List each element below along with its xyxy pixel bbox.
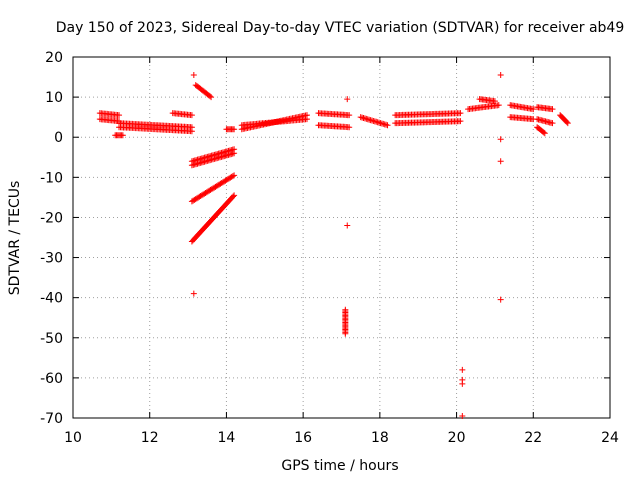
y-axis: 20 10 0 -10 -20 -30 -40 -50 -60 -70 xyxy=(40,50,610,427)
data-point xyxy=(208,94,215,101)
x-tick-label: 12 xyxy=(141,430,159,446)
x-axis: 10 12 14 16 18 20 22 24 xyxy=(64,57,619,446)
data-point xyxy=(116,112,123,119)
y-tick-label: -70 xyxy=(40,411,63,427)
data-point xyxy=(540,129,547,136)
x-tick-label: 18 xyxy=(371,430,389,446)
data-point xyxy=(190,72,197,79)
chart-title: Day 150 of 2023, Sidereal Day-to-day VTE… xyxy=(56,20,625,36)
data-point xyxy=(346,124,353,131)
data-point xyxy=(384,122,391,129)
x-tick-label: 24 xyxy=(601,430,619,446)
y-tick-label: -50 xyxy=(40,331,63,347)
data-point xyxy=(119,132,126,139)
y-tick-label: -60 xyxy=(40,371,63,387)
data-point xyxy=(230,193,237,200)
y-tick-label: 10 xyxy=(45,90,63,106)
x-tick-label: 14 xyxy=(218,430,236,446)
x-tick-label: 20 xyxy=(448,430,466,446)
data-point xyxy=(459,380,466,387)
data-point xyxy=(549,120,556,127)
data-point xyxy=(459,412,466,419)
data-point xyxy=(344,222,351,229)
data-point xyxy=(497,296,504,303)
data-point xyxy=(344,96,351,103)
data-point xyxy=(564,120,571,127)
x-tick-label: 16 xyxy=(294,430,312,446)
data-points xyxy=(96,72,571,419)
x-axis-label: GPS time / hours xyxy=(281,458,398,474)
plot-frame xyxy=(72,56,611,419)
data-point xyxy=(495,102,502,109)
y-tick-label: 20 xyxy=(45,50,63,66)
data-point xyxy=(342,330,349,337)
y-tick-label: -10 xyxy=(40,170,63,186)
x-tick-label: 10 xyxy=(64,430,82,446)
data-point xyxy=(346,112,353,119)
data-point xyxy=(457,118,464,125)
data-point xyxy=(497,136,504,143)
data-point xyxy=(563,119,570,126)
data-point xyxy=(530,106,537,113)
data-point xyxy=(459,366,466,373)
data-point xyxy=(497,158,504,165)
y-tick-label: -40 xyxy=(40,291,63,307)
data-point xyxy=(229,173,236,180)
data-point xyxy=(231,150,238,157)
y-tick-label: 0 xyxy=(54,130,63,146)
data-point xyxy=(206,93,213,100)
data-point xyxy=(231,192,238,199)
data-point xyxy=(497,72,504,79)
y-tick-label: -30 xyxy=(40,251,63,267)
data-point xyxy=(188,112,195,119)
x-tick-label: 22 xyxy=(524,430,542,446)
data-point xyxy=(231,172,238,179)
y-axis-label: SDTVAR / TECUs xyxy=(7,181,23,296)
data-point xyxy=(457,110,464,117)
data-point xyxy=(188,128,195,135)
data-point xyxy=(549,106,556,113)
data-point xyxy=(491,98,498,105)
y-tick-label: -20 xyxy=(40,210,63,226)
data-point xyxy=(303,116,310,123)
data-point xyxy=(541,130,548,137)
data-point xyxy=(231,126,238,133)
data-point xyxy=(190,290,197,297)
